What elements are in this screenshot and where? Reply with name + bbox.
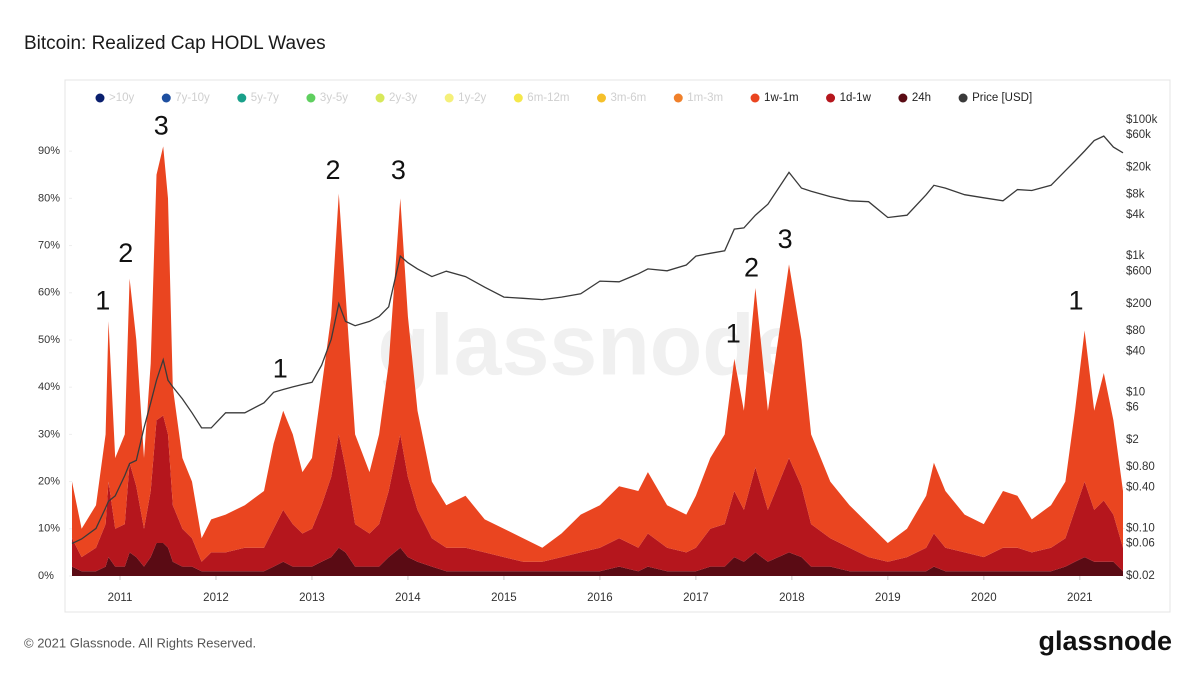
legend-swatch — [513, 93, 523, 103]
footer: © 2021 Glassnode. All Rights Reserved. — [24, 635, 256, 650]
legend-label: 5y-7y — [251, 92, 279, 104]
annotation: 2 — [744, 252, 759, 282]
annotation: 3 — [391, 155, 406, 185]
y-tick-label: 70% — [38, 239, 60, 251]
y2-tick-label: $1k — [1126, 250, 1145, 262]
x-tick-label: 2014 — [395, 592, 421, 604]
legend-swatch — [673, 93, 683, 103]
y2-tick-label: $0.02 — [1126, 570, 1155, 582]
legend-swatch — [306, 93, 316, 103]
y2-tick-label: $2 — [1126, 434, 1139, 446]
y-tick-label: 20% — [38, 475, 60, 487]
y-tick-label: 90% — [38, 145, 60, 157]
legend-label: 2y-3y — [389, 92, 417, 104]
y2-tick-label: $0.06 — [1126, 538, 1155, 550]
legend-swatch — [826, 93, 836, 103]
legend-swatch — [596, 93, 606, 103]
x-tick-label: 2020 — [971, 592, 997, 604]
legend-swatch — [375, 93, 385, 103]
price-line — [71, 135, 1124, 545]
annotation: 1 — [726, 318, 741, 348]
legend-label: >10y — [109, 92, 135, 104]
legend-label: Price [USD] — [972, 92, 1032, 104]
y-tick-label: 40% — [38, 381, 60, 393]
y-tick-label: 80% — [38, 192, 60, 204]
legend-label: 1y-2y — [458, 92, 486, 104]
x-tick-label: 2016 — [587, 592, 613, 604]
x-tick-label: 2015 — [491, 592, 517, 604]
y2-tick-label: $6 — [1126, 401, 1139, 413]
y-tick-label: 60% — [38, 287, 60, 299]
legend-label: 3m-6m — [610, 92, 646, 104]
x-tick-label: 2021 — [1067, 592, 1093, 604]
legend-label: 1d-1w — [840, 92, 872, 104]
legend-label: 1w-1m — [764, 92, 799, 104]
x-tick-label: 2017 — [683, 592, 709, 604]
legend-label: 7y-10y — [175, 92, 210, 104]
x-tick-label: 2011 — [108, 592, 133, 604]
legend-swatch — [898, 93, 908, 103]
annotation: 1 — [95, 285, 110, 315]
annotation: 3 — [154, 111, 169, 141]
x-tick-label: 2019 — [875, 592, 901, 604]
annotation: 2 — [118, 238, 133, 268]
y2-tick-label: $10 — [1126, 386, 1145, 398]
y2-tick-label: $0.80 — [1126, 461, 1155, 473]
y2-tick-label: $80 — [1126, 325, 1145, 337]
annotation: 3 — [778, 224, 793, 254]
chart-title: Bitcoin: Realized Cap HODL Waves — [24, 33, 326, 54]
watermark: glassnode — [377, 298, 802, 394]
chart-frame — [64, 79, 1171, 613]
x-tick-label: 2012 — [203, 592, 229, 604]
legend-swatch — [750, 93, 760, 103]
y2-tick-label: $60k — [1126, 129, 1151, 141]
legend-swatch — [444, 93, 454, 103]
legend-swatch — [95, 93, 105, 103]
area — [72, 415, 1123, 572]
y2-tick-label: $4k — [1126, 209, 1145, 221]
legend-label: 6m-12m — [527, 92, 569, 104]
y2-tick-label: $200 — [1126, 298, 1152, 310]
legend-label: 1m-3m — [687, 92, 723, 104]
annotation: 1 — [1068, 285, 1083, 315]
y-tick-label: 50% — [38, 334, 60, 346]
legend-swatch — [161, 93, 171, 103]
y-tick-label: 10% — [38, 523, 60, 535]
y2-tick-label: $8k — [1126, 189, 1145, 201]
legend-label: 24h — [912, 92, 931, 104]
x-tick-label: 2018 — [779, 592, 805, 604]
legend-swatch — [958, 93, 968, 103]
y2-tick-label: $600 — [1126, 265, 1152, 277]
legend-label: 3y-5y — [320, 92, 348, 104]
area — [72, 146, 1123, 562]
y2-tick-label: $0.40 — [1126, 481, 1155, 493]
area — [72, 543, 1123, 576]
y2-tick-label: $100k — [1126, 114, 1158, 126]
annotation: 2 — [326, 155, 341, 185]
legend-swatch — [237, 93, 247, 103]
y2-tick-label: $0.10 — [1126, 522, 1155, 534]
y2-tick-label: $20k — [1126, 162, 1151, 174]
y-tick-label: 0% — [38, 570, 54, 582]
annotation: 1 — [273, 353, 288, 383]
y2-tick-label: $40 — [1126, 345, 1145, 357]
logo: glassnode — [1038, 626, 1172, 656]
y-tick-label: 30% — [38, 428, 60, 440]
x-tick-label: 2013 — [299, 592, 325, 604]
